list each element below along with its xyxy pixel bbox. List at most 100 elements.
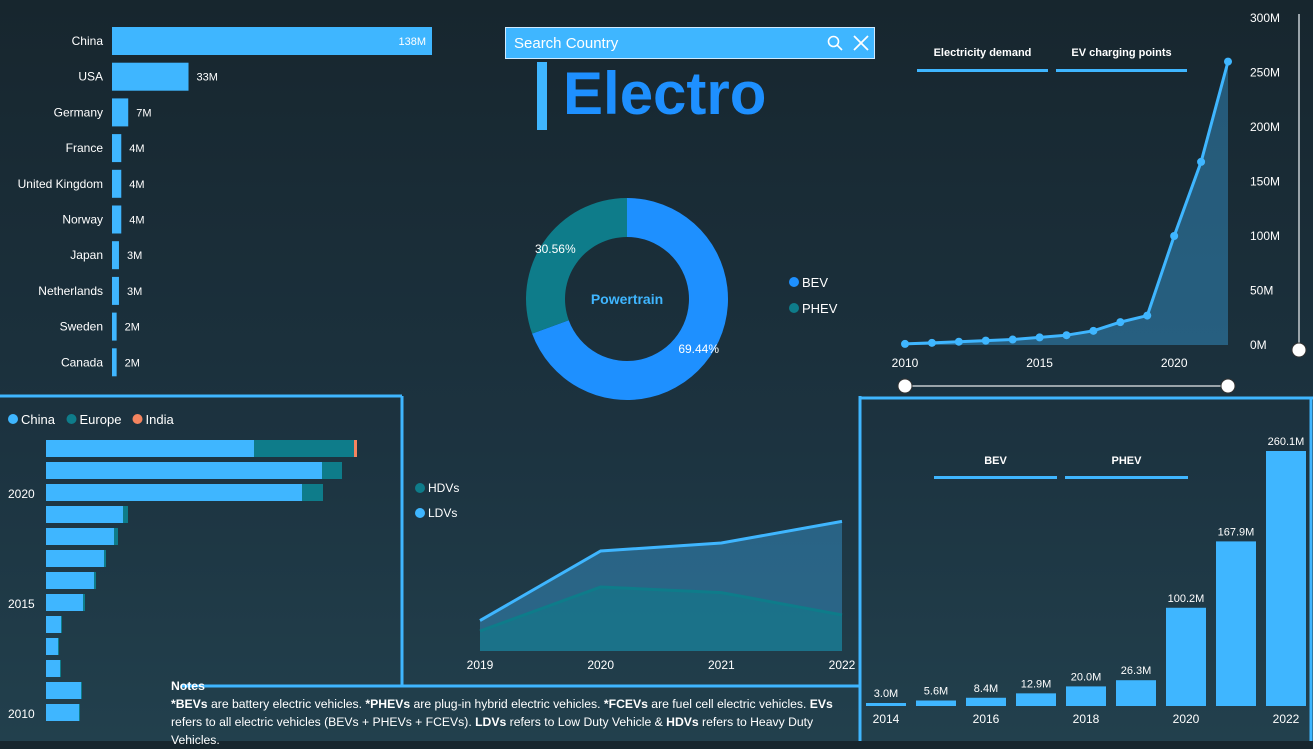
line-chart-point <box>901 339 909 348</box>
notes-term: *FCEVs <box>603 697 648 711</box>
country-bar-value: 7M <box>136 107 151 119</box>
country-bar <box>112 312 117 341</box>
column-bar-value: 20.0M <box>1071 671 1102 683</box>
country-bar <box>112 276 119 305</box>
horizontal-range-handle-start[interactable] <box>897 378 913 394</box>
notes-term: *BEVs <box>171 697 208 711</box>
x-tick-label: 2010 <box>892 356 919 370</box>
y-tick-label: 250M <box>1250 66 1280 80</box>
stacked-bar-china <box>46 682 81 699</box>
x-tick-label: 2018 <box>1073 712 1100 726</box>
notes-def: are fuel cell electric vehicles. <box>647 697 810 711</box>
legend-marker <box>789 277 799 287</box>
notes-text: *BEVs are battery electric vehicles. *PH… <box>171 695 861 749</box>
legend-marker <box>415 483 425 493</box>
notes-term: LDVs <box>475 715 507 729</box>
line-chart-point <box>954 337 963 346</box>
vehicle-area-chart: 2019 2020 2021 2022 HDVs LDVs <box>415 481 855 672</box>
line-chart-point <box>1197 157 1206 166</box>
line-chart-point <box>1035 333 1044 342</box>
country-label: Sweden <box>60 320 103 334</box>
country-bar-value: 4M <box>129 143 144 155</box>
country-bar-value: 3M <box>127 250 142 262</box>
tab-ev-charging-points-label: EV charging points <box>1071 47 1172 59</box>
donut-slice-bev <box>532 198 728 400</box>
legend-label: HDVs <box>428 481 459 495</box>
country-bar-value: 2M <box>125 322 140 334</box>
tab-phev[interactable]: PHEV <box>1065 455 1188 479</box>
country-label: Canada <box>61 355 103 369</box>
column-bar-value: 5.6M <box>924 686 948 698</box>
tab-underline <box>1065 476 1188 479</box>
line-chart-point <box>1224 57 1232 66</box>
legend-label: China <box>21 412 56 427</box>
search-icon[interactable] <box>822 28 848 58</box>
stacked-bar-europe <box>61 616 62 633</box>
country-bar-value: 3M <box>127 286 142 298</box>
stacked-bar-china <box>46 616 61 633</box>
country-bar <box>112 98 129 127</box>
search-input[interactable] <box>506 33 822 53</box>
vertical-range-handle[interactable] <box>1291 342 1307 358</box>
stacked-bar-china <box>46 506 123 523</box>
country-bar-value: 138M <box>398 36 426 48</box>
notes-title: Notes <box>171 679 205 693</box>
x-tick-label: 2022 <box>1273 712 1300 726</box>
notes-def: are battery electric vehicles. <box>207 697 366 711</box>
country-bar <box>112 62 189 91</box>
country-label: Norway <box>62 213 103 227</box>
y-tick-label: 2015 <box>8 597 35 611</box>
close-icon[interactable] <box>848 28 874 58</box>
stacked-bar-europe <box>60 660 61 677</box>
column-bar <box>1266 451 1306 706</box>
notes-term: HDVs <box>666 715 699 729</box>
column-bar <box>966 697 1006 706</box>
line-chart-point <box>1143 311 1152 320</box>
line-chart-point <box>1008 335 1017 344</box>
x-tick-label: 2020 <box>1173 712 1200 726</box>
column-bar-value: 12.9M <box>1021 678 1052 690</box>
column-bar-value: 3.0M <box>874 688 898 700</box>
donut-slice-label: 69.44% <box>678 342 719 356</box>
x-tick-label: 2015 <box>1026 356 1053 370</box>
country-bar <box>112 205 122 234</box>
y-tick-label: 150M <box>1250 175 1280 189</box>
ev-charging-line-chart: 300M 250M 200M 150M 100M 50M 0M 2010 2015 2020 <box>892 11 1307 394</box>
legend-label: India <box>146 412 175 427</box>
x-tick-label: 2020 <box>587 658 614 672</box>
stacked-bar-china <box>46 440 254 457</box>
legend-label: Europe <box>80 412 122 427</box>
notes-term: *PHEVs <box>365 697 411 711</box>
stacked-bar-china <box>46 528 114 545</box>
bev-column-chart: 3.0M 5.6M 8.4M 12.9M 20.0M 26.3M 100.2M 167.9M 2… <box>866 436 1306 726</box>
stacked-bar-china <box>46 660 60 677</box>
x-tick-label: 2020 <box>1161 356 1188 370</box>
column-bar-value: 8.4M <box>974 683 998 695</box>
tab-underline <box>917 69 1048 72</box>
country-label: United Kingdom <box>18 177 103 191</box>
line-chart-point <box>1089 326 1098 335</box>
stacked-bar-europe <box>254 440 354 457</box>
country-bar <box>112 169 122 198</box>
column-bar <box>1066 686 1106 706</box>
column-bar <box>1116 680 1156 706</box>
notes-def: are plug-in hybrid electric vehicles. <box>410 697 604 711</box>
stacked-bar-europe <box>322 462 342 479</box>
line-chart-point <box>981 336 990 345</box>
column-bar <box>916 700 956 706</box>
tab-bev[interactable]: BEV <box>934 455 1057 479</box>
tab-electricity-demand[interactable]: Electricity demand <box>917 47 1048 72</box>
column-bar <box>1166 607 1206 706</box>
stacked-bar-europe <box>123 506 128 523</box>
y-tick-label: 2010 <box>8 707 35 721</box>
horizontal-range-handle-end[interactable] <box>1220 378 1236 394</box>
line-chart-point <box>927 338 936 347</box>
country-bar <box>112 348 117 377</box>
legend-marker <box>132 414 143 424</box>
country-bar-value: 2M <box>125 357 140 369</box>
country-label: Netherlands <box>38 284 103 298</box>
ldv-line <box>479 519 843 622</box>
country-bar-value: 33M <box>197 72 218 84</box>
notes-def: refers to Low Duty Vehicle & <box>506 715 667 729</box>
tab-ev-charging-points[interactable]: EV charging points <box>1056 47 1187 72</box>
